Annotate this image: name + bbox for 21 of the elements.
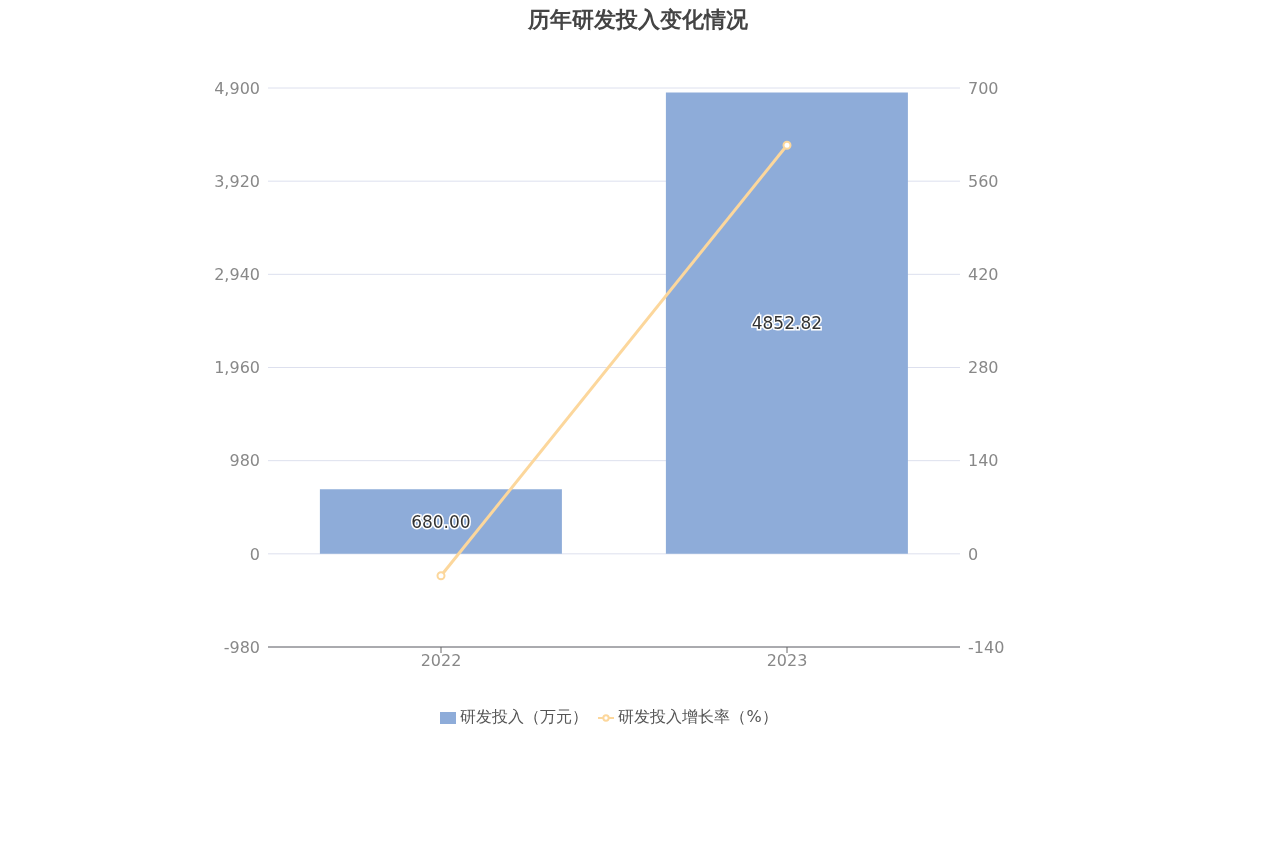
- y2-tick-label: 700: [968, 78, 999, 98]
- y2-tick-label: -140: [968, 637, 1005, 657]
- data-label: 4852.82: [751, 313, 823, 334]
- x-tick-label: 2023: [766, 651, 808, 671]
- y2-tick-label: 420: [968, 265, 999, 285]
- legend-label: 研发投入增长率（%）: [618, 707, 778, 726]
- y-tick-label: 4,900: [214, 78, 260, 98]
- y-tick-label: 980: [229, 451, 260, 471]
- y2-tick-label: 560: [968, 171, 999, 191]
- y-tick-label: -980: [223, 637, 260, 657]
- y2-tick-label: 140: [968, 451, 999, 471]
- legend-label: 研发投入（万元）: [460, 707, 589, 726]
- y2-tick-label: 0: [968, 544, 979, 564]
- y-tick-label: 2,940: [214, 265, 260, 285]
- chart-title: 历年研发投入变化情况: [526, 7, 749, 34]
- x-tick-label: 2022: [420, 651, 462, 671]
- y-tick-label: 3,920: [214, 171, 260, 191]
- y-tick-label: 1,960: [214, 358, 260, 378]
- y-tick-label: 0: [249, 544, 260, 564]
- data-label: 680.00: [411, 511, 471, 532]
- y2-tick-label: 280: [968, 358, 999, 378]
